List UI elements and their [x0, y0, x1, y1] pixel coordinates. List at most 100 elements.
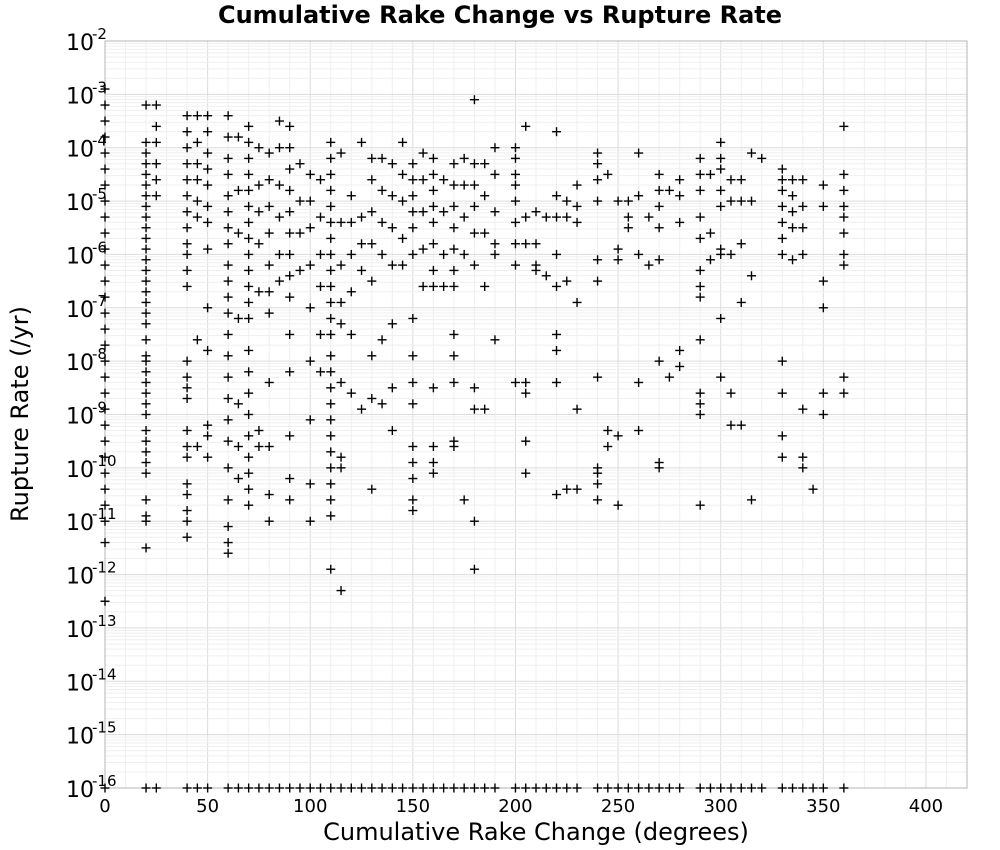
data-point [326, 217, 336, 227]
data-point [357, 239, 367, 249]
data-point [264, 516, 274, 526]
data-point [254, 180, 264, 190]
data-point [654, 783, 664, 793]
data-point [100, 164, 110, 174]
data-point [788, 223, 798, 233]
data-point [182, 239, 192, 249]
data-point [459, 180, 469, 190]
data-point [408, 223, 418, 233]
data-point [459, 783, 469, 793]
data-point [726, 388, 736, 398]
data-point [141, 410, 151, 419]
data-point [141, 319, 151, 329]
data-point [695, 500, 705, 510]
data-point [439, 783, 449, 793]
data-point [141, 287, 151, 297]
data-point [141, 308, 151, 318]
data-point [572, 180, 582, 190]
data-point [398, 233, 408, 243]
data-point [603, 426, 613, 436]
data-point [572, 404, 582, 414]
data-point [223, 153, 233, 163]
data-point [490, 143, 500, 153]
data-point [387, 223, 397, 233]
data-point [377, 217, 387, 227]
data-point [223, 191, 233, 201]
data-point [654, 185, 664, 195]
data-point [100, 228, 110, 238]
data-point [695, 783, 705, 793]
data-point [726, 783, 736, 793]
y-tick-exponent: -11 [92, 505, 117, 523]
data-point [203, 244, 213, 254]
y-tick-base: 10 [66, 138, 94, 163]
data-point [428, 442, 438, 452]
y-tick-exponent: -12 [92, 559, 117, 577]
data-point [839, 388, 849, 398]
data-point [233, 442, 243, 452]
y-axis-ticks: 10-1610-1510-1410-1310-1210-1110-1010-91… [66, 25, 117, 803]
data-point [634, 377, 644, 387]
data-point [192, 159, 202, 169]
data-point [244, 783, 254, 793]
data-point [726, 175, 736, 185]
data-point [716, 313, 726, 323]
data-point [593, 495, 603, 505]
data-point [274, 116, 284, 126]
data-point [336, 148, 346, 158]
data-point [439, 249, 449, 259]
data-point [223, 276, 233, 286]
data-point [469, 260, 479, 270]
data-point [469, 783, 479, 793]
data-point [264, 228, 274, 238]
data-point [305, 783, 315, 793]
y-axis-label: Rupture Rate (/yr) [6, 306, 34, 522]
data-point [100, 783, 110, 793]
data-point [449, 244, 459, 254]
data-point [203, 164, 213, 174]
data-point [336, 452, 346, 462]
data-point [664, 372, 674, 382]
data-point [428, 281, 438, 291]
data-point [223, 393, 233, 403]
data-point [562, 276, 572, 286]
data-point [418, 783, 428, 793]
data-point [326, 564, 336, 574]
data-point [192, 111, 202, 121]
data-point [244, 217, 254, 227]
data-point [552, 191, 562, 201]
data-point [357, 404, 367, 414]
x-tick-label: 50 [196, 796, 219, 817]
data-point [408, 506, 418, 516]
data-point [192, 196, 202, 206]
data-point [798, 783, 808, 793]
y-tick-label: 10-10 [66, 452, 117, 483]
data-point [675, 191, 685, 201]
data-point [480, 281, 490, 291]
y-tick-exponent: -4 [92, 132, 107, 150]
data-point [634, 191, 644, 201]
data-point [777, 783, 787, 793]
data-point [326, 431, 336, 441]
data-point [593, 468, 603, 478]
data-point [141, 137, 151, 147]
data-point [223, 308, 233, 318]
data-point [244, 500, 254, 510]
data-point [285, 271, 295, 281]
data-point [623, 196, 633, 206]
data-point [100, 148, 110, 158]
data-point [100, 340, 110, 350]
data-point [387, 159, 397, 169]
y-tick-exponent: -13 [92, 612, 117, 630]
data-point [726, 420, 736, 430]
data-point [634, 426, 644, 436]
data-point [141, 468, 151, 478]
data-point [839, 249, 849, 259]
data-point [244, 345, 254, 355]
data-point [141, 148, 151, 158]
data-point [100, 212, 110, 222]
data-point [182, 490, 192, 500]
data-point [244, 297, 254, 307]
data-point [788, 175, 798, 185]
data-point [182, 223, 192, 233]
